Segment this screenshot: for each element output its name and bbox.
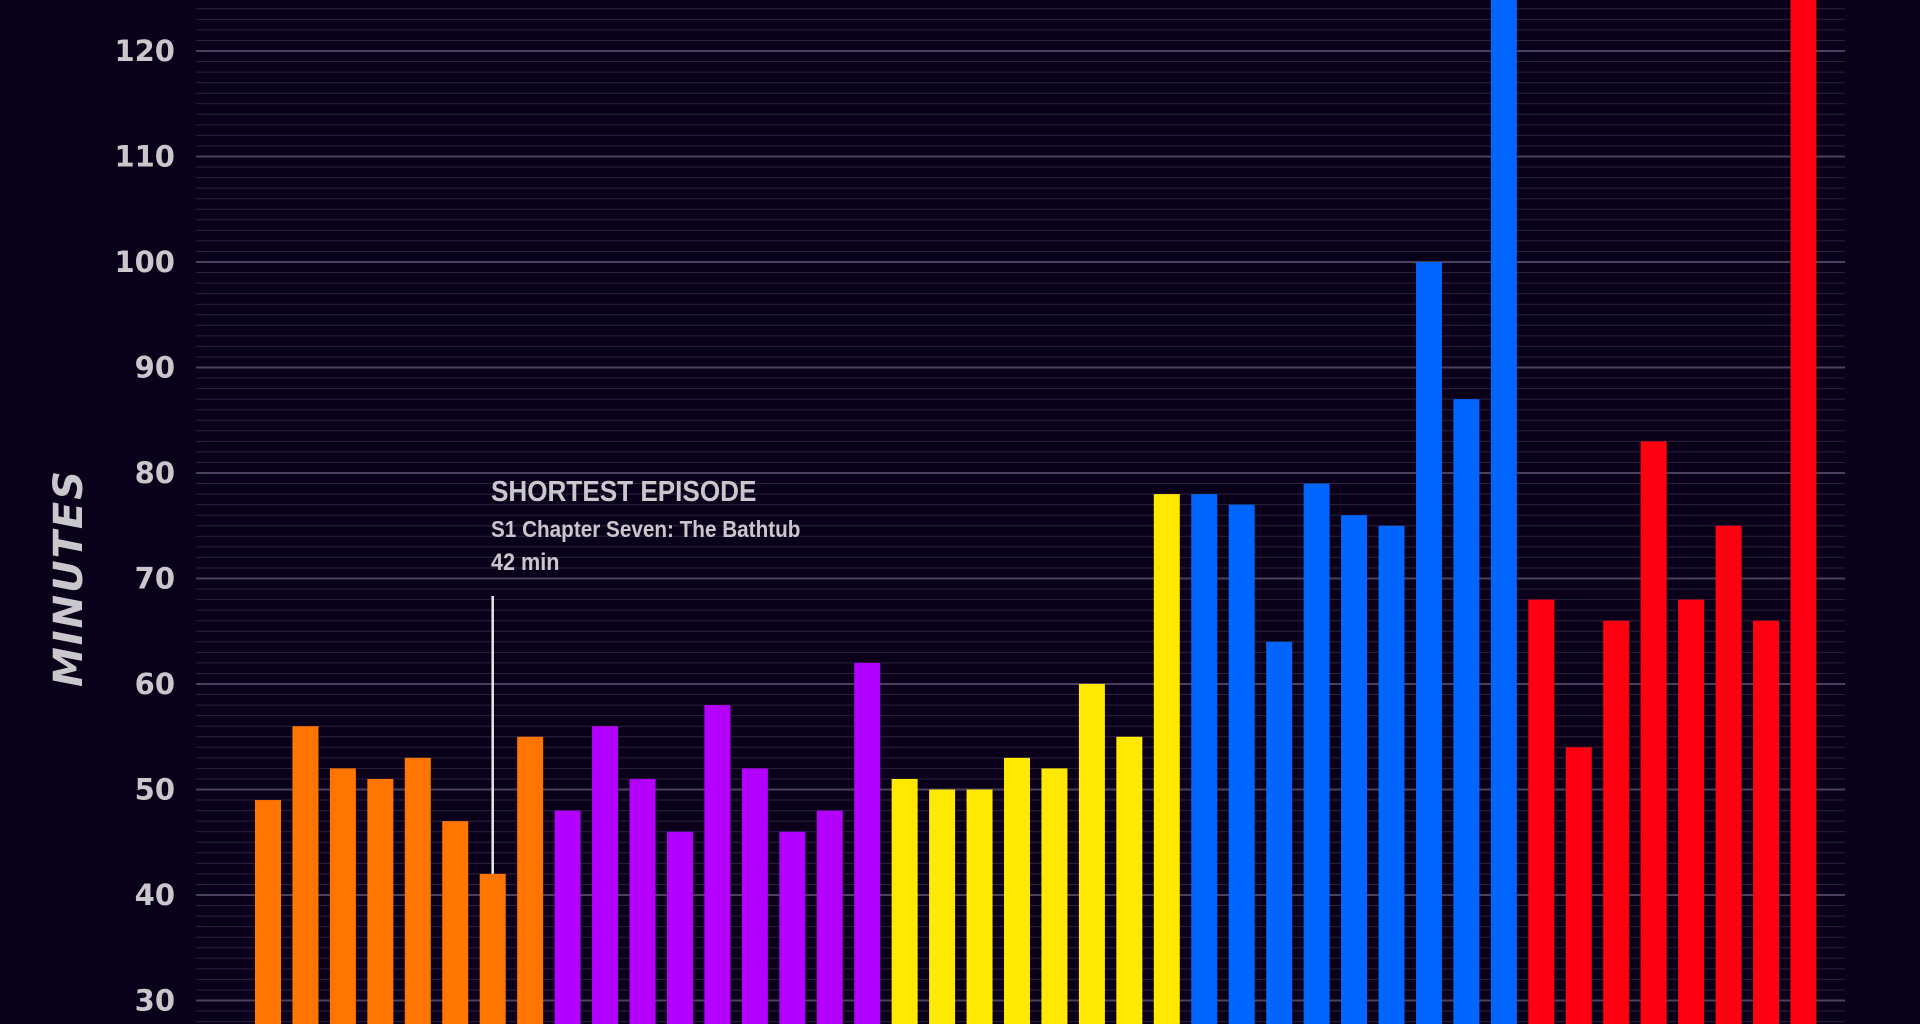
y-tick-label: 50	[135, 773, 175, 807]
bar-s2-ep3	[629, 778, 656, 1024]
bar-s1-ep8	[517, 736, 544, 1024]
bars	[255, 0, 1817, 1024]
bar-s3-ep6	[1078, 684, 1105, 1024]
bar-s1-ep1	[255, 800, 281, 1024]
bar-s3-ep1	[891, 778, 918, 1024]
y-tick-label: 90	[135, 351, 175, 385]
bar-s4-ep5	[1341, 515, 1368, 1024]
y-axis-ticks: 30 40 50 60 70 80 90 100 110 120	[114, 34, 175, 1018]
bar-s2-ep9	[854, 662, 881, 1024]
annotation-title: SHORTEST EPISODE	[491, 476, 757, 508]
annotation-episode-name: S1 Chapter Seven: The Bathtub	[491, 516, 801, 542]
bar-s4-ep4	[1303, 483, 1330, 1024]
bar-s2-ep2	[592, 726, 619, 1024]
bar-s4-ep2	[1228, 504, 1255, 1024]
bar-s1-ep6	[442, 821, 469, 1024]
bar-s3-ep7	[1116, 736, 1143, 1024]
bar-s2-ep5	[704, 705, 731, 1024]
bar-s5-ep8	[1790, 0, 1817, 1024]
bar-s2-ep7	[779, 831, 806, 1024]
y-tick-label: 100	[114, 245, 175, 279]
bar-s3-ep2	[929, 789, 956, 1024]
bar-s2-ep6	[741, 768, 768, 1024]
bar-s1-ep2	[292, 726, 319, 1024]
bar-s1-ep3	[329, 768, 356, 1024]
bar-s5-ep6	[1715, 525, 1742, 1024]
bar-s3-ep5	[1041, 768, 1068, 1024]
bar-s2-ep4	[666, 831, 693, 1024]
bar-s4-ep7	[1415, 262, 1442, 1024]
bar-s4-ep1	[1191, 494, 1218, 1024]
bar-s5-ep5	[1678, 599, 1705, 1024]
bar-s5-ep7	[1753, 620, 1779, 1024]
bar-s4-ep6	[1378, 525, 1405, 1024]
bar-s2-ep8	[816, 810, 843, 1024]
bar-s3-ep8	[1153, 494, 1180, 1024]
annotation-value: 42 min	[491, 549, 560, 576]
bar-s4-ep8	[1453, 399, 1480, 1024]
bar-s3-ep4	[1004, 757, 1030, 1024]
bar-s4-ep3	[1266, 641, 1293, 1024]
bar-s5-ep2	[1565, 747, 1592, 1024]
bar-s2-ep1	[554, 810, 581, 1024]
bar-s1-ep7	[479, 873, 506, 1024]
y-axis-title: MINUTES	[46, 469, 92, 687]
bar-s3-ep3	[966, 789, 993, 1024]
y-tick-label: 70	[135, 562, 175, 596]
bar-s4-ep9	[1490, 0, 1517, 1024]
bar-s1-ep5	[404, 757, 431, 1024]
bar-s5-ep3	[1603, 620, 1630, 1024]
y-tick-label: 110	[114, 140, 175, 174]
bar-s1-ep4	[367, 778, 394, 1024]
y-tick-label: 40	[135, 878, 175, 912]
y-tick-label: 60	[135, 667, 175, 701]
y-tick-label: 120	[114, 34, 175, 68]
y-tick-label: 30	[135, 984, 175, 1018]
bar-s5-ep4	[1640, 441, 1667, 1024]
y-tick-label: 80	[135, 456, 175, 490]
bar-s5-ep1	[1528, 599, 1555, 1024]
